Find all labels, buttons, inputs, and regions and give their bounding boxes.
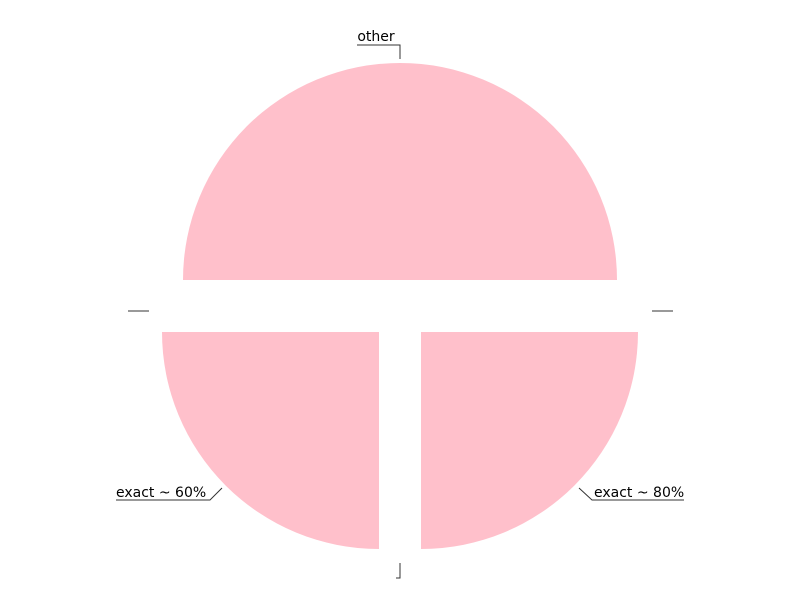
pie-labels: other exact ~ 80% exact ~ 60% <box>116 29 684 579</box>
pie-slice <box>183 63 617 280</box>
label-leader-line <box>116 487 223 501</box>
label-leader-line <box>578 487 684 501</box>
label-leader-line <box>396 563 401 579</box>
slice-label: other <box>357 29 395 45</box>
pie-slices <box>162 63 638 549</box>
pie-slice <box>421 332 638 549</box>
pie-slice <box>162 332 379 549</box>
slice-label: exact ~ 60% <box>116 485 206 501</box>
slice-label: exact ~ 80% <box>594 485 684 501</box>
label-leader-line <box>357 44 401 59</box>
